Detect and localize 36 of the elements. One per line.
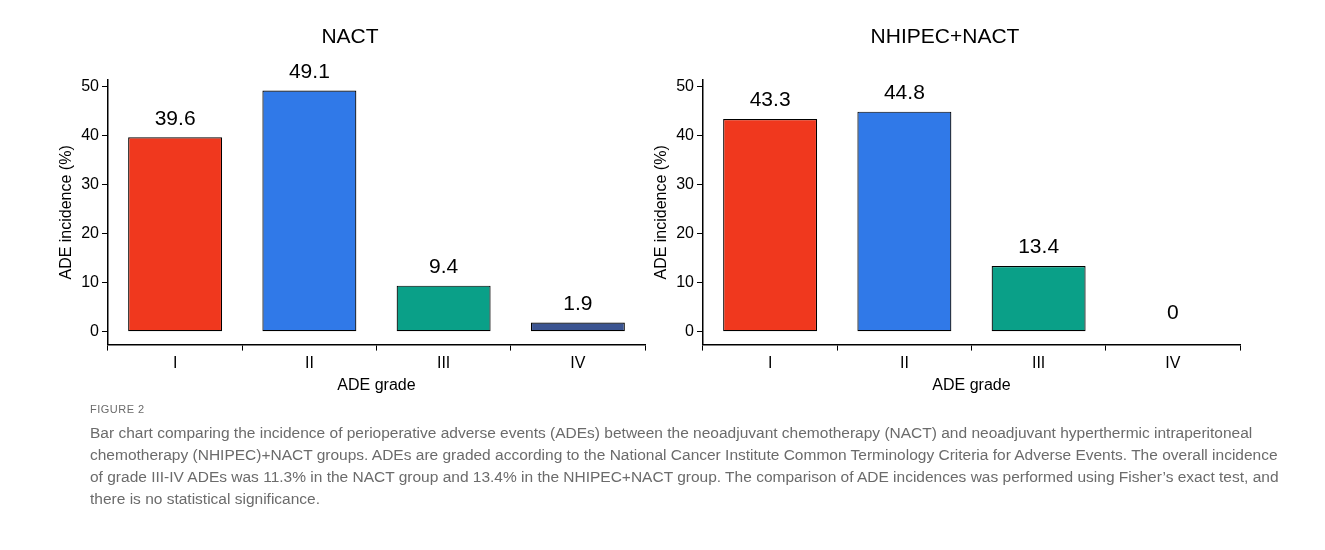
data-label: 1.9: [563, 290, 593, 314]
data-label: 49.1: [288, 58, 330, 82]
y-tick-label: 10: [676, 273, 695, 291]
y-tick-label: 40: [81, 125, 100, 143]
caption: FIGURE 2: [90, 402, 146, 417]
x-tick-label: III: [436, 353, 451, 371]
y-tick-label: 20: [81, 223, 100, 241]
chart-title: NACT: [321, 24, 379, 48]
x-tick-label: IV: [1165, 353, 1181, 371]
x-tick-label: I: [172, 353, 178, 371]
x-tick-label: II: [899, 353, 909, 371]
x-tick-label: IV: [570, 353, 586, 371]
y-tick-label: 40: [676, 125, 695, 143]
text: Bar chart comparing the incidence of perioperative adverse events (ADEs) between the neoadjuvant chemotherapy (NACT) and neoadjuvant hyperthermic intraperitoneal chemotherapy (NHIPEC)+NACT groups. ADEs are graded according to the National Cancer Institute Common Terminology Criteria for Adverse Events. The overall incidence of grade III-IV ADEs was 11.3% in the NACT group and 13.4% in the NHIPEC+NACT group. The comparison of ADE incidences was performed using Fisher’s exact test, and there is no statistical significance.: [90, 423, 1280, 509]
data-label: 43.3: [749, 87, 791, 111]
y-tick-label: 20: [676, 223, 695, 241]
x-tick-label: II: [304, 353, 314, 371]
data-label: 9.4: [429, 253, 459, 277]
chart-title: NHIPEC+NACT: [870, 24, 1020, 48]
y-tick-label: 30: [81, 174, 100, 192]
data-label: 44.8: [883, 79, 925, 103]
x-axis-title: ADE grade: [337, 375, 416, 393]
y-tick-label: 10: [81, 273, 100, 291]
y-tick-label: 50: [81, 76, 100, 94]
y-tick-label: 0: [685, 322, 695, 340]
y-tick-label: 30: [676, 174, 695, 192]
x-tick-label: III: [1031, 353, 1046, 371]
data-label: 13.4: [1018, 234, 1060, 258]
x-axis-title: ADE grade: [932, 375, 1011, 393]
y-tick-label: 50: [676, 76, 695, 94]
data-label: 39.6: [154, 105, 196, 129]
data-label: 0: [1167, 300, 1179, 324]
y-tick-label: 0: [90, 322, 100, 340]
y-axis-title: ADE incidence (%): [57, 145, 75, 280]
x-tick-label: I: [767, 353, 773, 371]
y-axis-title: ADE incidence (%): [652, 145, 670, 280]
